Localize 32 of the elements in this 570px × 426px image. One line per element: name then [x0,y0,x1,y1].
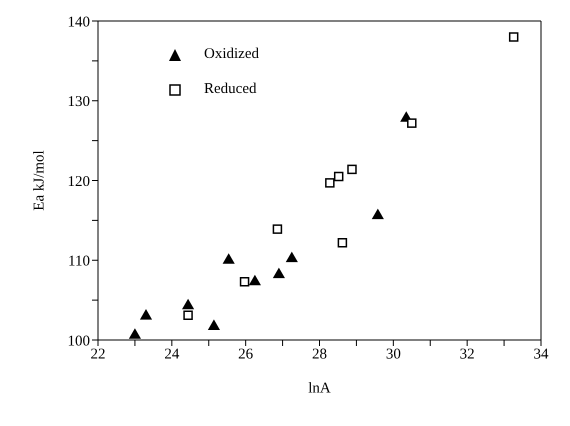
point [140,309,152,320]
y-tick-label: 100 [68,333,90,350]
point [347,164,357,174]
point [272,268,285,278]
y-tick-label: 140 [68,14,90,30]
point [325,178,335,188]
point [286,252,298,262]
point [208,319,220,330]
legend-label: Oxidized [204,46,259,63]
point [222,253,235,264]
point [272,224,282,234]
point [128,328,141,339]
point [248,274,261,286]
y-tick-label: 130 [68,94,90,110]
y-tick-label: 120 [68,174,90,190]
x-tick-label: 22 [90,346,106,363]
y-tick-label: 110 [68,254,90,270]
point [182,298,194,310]
x-axis-title: lnA [308,380,331,397]
point [372,208,384,220]
point [407,118,417,128]
x-tick-label: 26 [238,346,254,363]
y-axis-title: Ea kJ/mol [31,150,48,211]
x-tick-label: 34 [534,346,549,363]
x-tick-label: 28 [312,346,327,363]
legend-label: Reduced [204,81,256,98]
point [334,172,344,182]
point [338,238,348,248]
x-tick-label: 24 [164,346,180,363]
point [508,32,518,42]
x-tick-label: 32 [460,346,475,363]
x-tick-label: 30 [386,346,401,363]
